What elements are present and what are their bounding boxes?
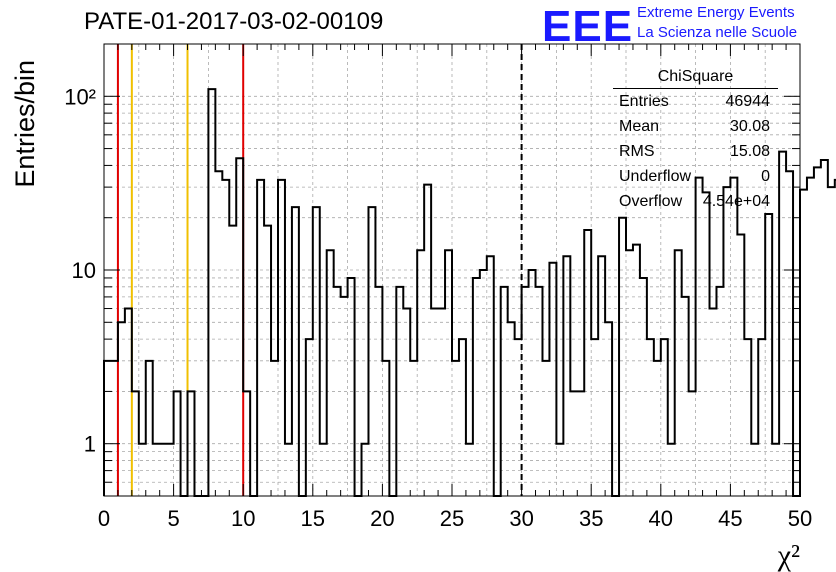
stats-row-overflow: Overflow 4.54e+04	[613, 191, 778, 216]
stats-title: ChiSquare	[613, 68, 778, 89]
stats-row-mean: Mean 30.08	[613, 116, 778, 141]
y-tick-label: 10²	[64, 84, 96, 109]
stats-label: Overflow	[619, 193, 683, 210]
x-tick-label: 15	[301, 506, 325, 531]
x-tick-label: 35	[579, 506, 603, 531]
logo-caption-line2: La Scienza nelle Scuole	[637, 24, 798, 41]
eee-logo: EEE	[542, 2, 634, 51]
stats-row-rms: RMS 15.08	[613, 141, 778, 166]
y-tick-label: 10	[72, 258, 96, 283]
logo-caption: Extreme Energy Events La Scienza nelle S…	[637, 3, 797, 43]
y-tick-labels: 1 10 10²	[64, 84, 96, 456]
stats-row-underflow: Underflow 0	[613, 166, 778, 191]
stats-label: RMS	[619, 143, 655, 160]
x-tick-label: 5	[167, 506, 179, 531]
x-tick-label: 45	[718, 506, 742, 531]
x-tick-labels: 0 5 10 15 20 25 30 35 40 45 50	[98, 506, 812, 531]
x-tick-label: 50	[788, 506, 812, 531]
y-axis-label: Entries/bin	[10, 60, 40, 188]
logo-caption-line1: Extreme Energy Events	[637, 4, 795, 21]
stats-value: 4.54e+04	[702, 193, 770, 210]
stats-value: 0	[761, 168, 770, 185]
plot-title: PATE-01-2017-03-02-00109	[84, 8, 384, 35]
x-tick-label: 25	[440, 506, 464, 531]
stats-value: 30.08	[729, 118, 770, 135]
stats-label: Mean	[619, 118, 660, 135]
stats-box: ChiSquare Entries 46944 Mean 30.08 RMS 1…	[613, 68, 778, 216]
stats-value: 15.08	[729, 143, 770, 160]
x-tick-label: 0	[98, 506, 110, 531]
stats-value: 46944	[725, 93, 771, 110]
stats-label: Entries	[619, 93, 669, 110]
axis-ticks	[103, 43, 801, 497]
x-tick-label: 20	[370, 506, 394, 531]
stats-row-entries: Entries 46944	[613, 91, 778, 116]
x-axis-label: χ²	[777, 539, 800, 572]
histogram-outline	[103, 88, 836, 497]
x-tick-label: 30	[509, 506, 533, 531]
stats-label: Underflow	[619, 168, 692, 185]
x-tick-label: 10	[231, 506, 255, 531]
y-tick-label: 1	[84, 432, 96, 457]
x-tick-label: 40	[649, 506, 673, 531]
